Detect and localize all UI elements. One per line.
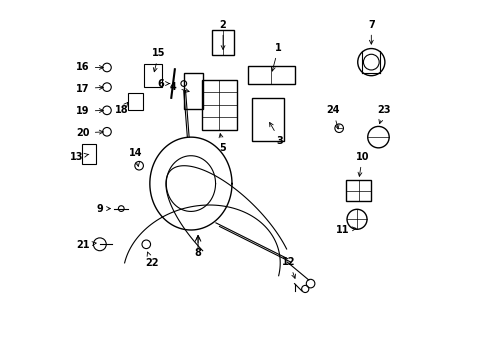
Bar [201,80,237,130]
Text: 8: 8 [194,235,201,258]
Bar [212,30,233,55]
Bar [183,73,203,109]
Bar [247,66,294,84]
Text: 24: 24 [325,105,339,129]
Text: 4: 4 [169,82,189,93]
Text: 3: 3 [269,122,283,146]
Text: 1: 1 [271,43,281,71]
Bar [128,93,142,111]
Text: 13: 13 [70,152,89,162]
Bar [144,64,162,87]
Text: 14: 14 [128,148,142,166]
Text: 21: 21 [76,240,96,250]
Text: 16: 16 [76,63,103,72]
Text: 10: 10 [355,152,368,176]
Text: 19: 19 [76,106,103,116]
Text: 17: 17 [76,84,103,94]
Text: 11: 11 [335,225,355,235]
Bar [251,98,283,141]
Text: 23: 23 [376,105,390,123]
Text: 6: 6 [157,78,169,89]
Text: 5: 5 [219,134,226,153]
Bar [346,180,370,202]
Text: 9: 9 [96,203,110,213]
Bar [82,144,96,164]
Text: 2: 2 [219,19,226,49]
Text: 15: 15 [152,48,165,72]
Text: 22: 22 [144,252,158,268]
Text: 20: 20 [76,128,103,138]
Text: 7: 7 [367,19,374,44]
Text: 18: 18 [114,102,128,115]
Text: 12: 12 [282,257,295,278]
